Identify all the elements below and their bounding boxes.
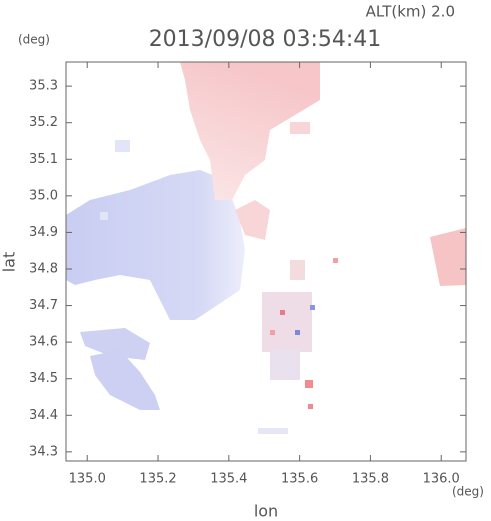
y-axis-label: lat <box>0 252 19 273</box>
y-tick-label: 35.3 <box>29 79 58 94</box>
y-tick-label: 35.0 <box>29 188 58 203</box>
chart-title: 2013/09/08 03:54:41 <box>149 27 382 52</box>
y-tick-label: 34.8 <box>29 261 58 276</box>
x-tick-label: 135.6 <box>281 472 318 487</box>
blue-region <box>66 170 245 320</box>
red-region <box>235 200 270 240</box>
x-axis-label: lon <box>254 502 278 521</box>
x-unit: (deg) <box>452 485 484 499</box>
y-tick-label: 34.4 <box>29 408 58 423</box>
scatter-echoes <box>100 122 338 434</box>
y-tick-label: 34.9 <box>29 225 58 240</box>
blue-region <box>90 350 160 410</box>
x-tick-label: 136.0 <box>423 472 460 487</box>
y-tick-label: 34.5 <box>29 371 58 386</box>
y-unit: (deg) <box>18 33 50 47</box>
red-region <box>180 62 320 200</box>
y-tick-label: 35.1 <box>29 152 58 167</box>
subtitle: ALT(km) 2.0 <box>366 3 455 21</box>
x-tick-label: 135.8 <box>352 472 389 487</box>
red-region <box>430 228 466 286</box>
blue-region <box>80 328 150 360</box>
y-tick-label: 34.3 <box>29 444 58 459</box>
x-tick-label: 135.0 <box>69 472 106 487</box>
y-tick-label: 34.7 <box>29 298 58 313</box>
plot-frame <box>65 61 467 462</box>
y-tick-label: 35.2 <box>29 115 58 130</box>
x-tick-label: 135.2 <box>139 472 176 487</box>
y-tick-label: 34.6 <box>29 335 58 350</box>
echo-field <box>66 62 466 434</box>
x-tick-label: 135.4 <box>210 472 247 487</box>
